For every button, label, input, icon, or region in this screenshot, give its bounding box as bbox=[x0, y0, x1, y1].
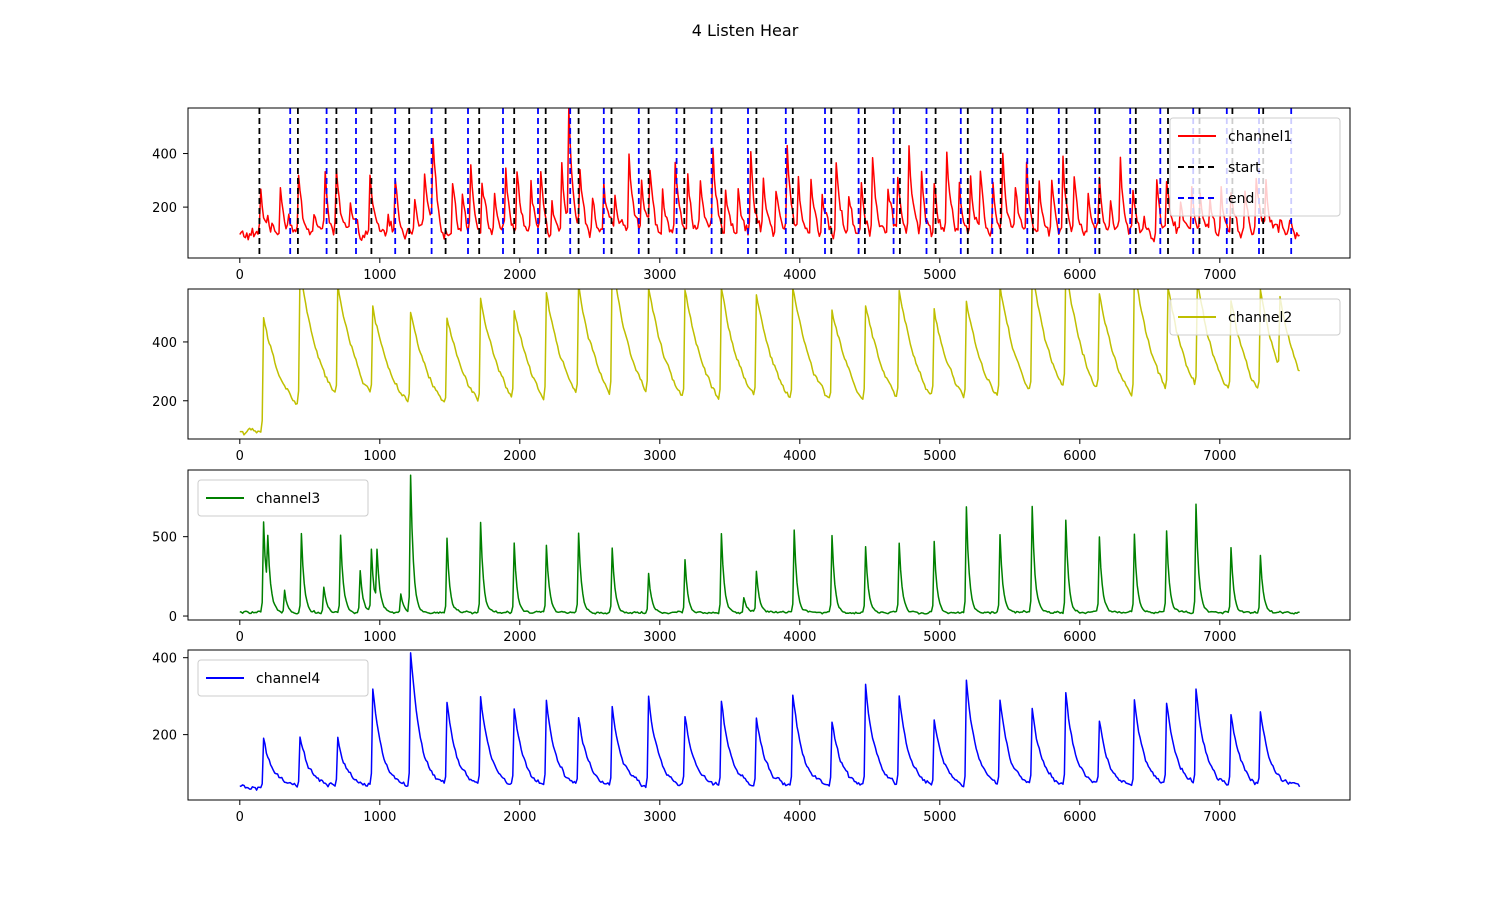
legend-box bbox=[197, 659, 369, 697]
series-line-channel1 bbox=[239, 108, 1300, 243]
legend-box bbox=[1169, 298, 1341, 336]
x-tick-label-2000: 2000 bbox=[503, 810, 536, 825]
series-line-channel2 bbox=[239, 289, 1300, 436]
legend-label-end: end bbox=[1228, 191, 1254, 207]
x-tick-label-4000: 4000 bbox=[783, 449, 816, 464]
plot-content-4 bbox=[239, 652, 1301, 791]
x-tick-label-1000: 1000 bbox=[363, 449, 396, 464]
x-tick-label-6000: 6000 bbox=[1063, 268, 1096, 283]
legend-2: channel2 bbox=[1169, 298, 1341, 336]
plot-area-4 bbox=[188, 650, 1350, 800]
figure-title: 4 Listen Hear bbox=[692, 21, 799, 40]
x-tick-label-4000: 4000 bbox=[783, 630, 816, 645]
x-tick-label-2000: 2000 bbox=[503, 630, 536, 645]
x-tick-label-3000: 3000 bbox=[643, 630, 676, 645]
legend-label-channel4: channel4 bbox=[256, 671, 320, 687]
x-tick-label-6000: 6000 bbox=[1063, 810, 1096, 825]
x-tick-label-0: 0 bbox=[236, 449, 244, 464]
x-tick-label-4000: 4000 bbox=[783, 810, 816, 825]
x-tick-label-1000: 1000 bbox=[363, 630, 396, 645]
axes-frame-2 bbox=[187, 288, 1351, 440]
x-tick-label-2000: 2000 bbox=[503, 449, 536, 464]
y-tick-label-400: 400 bbox=[152, 652, 177, 667]
x-tick-label-1000: 1000 bbox=[363, 268, 396, 283]
legend-box bbox=[1169, 117, 1341, 217]
panel-3: 0 1000 2000 3000 4000 5000 6000 7000 0 500 channel… bbox=[152, 469, 1351, 645]
x-tick-label-3000: 3000 bbox=[643, 268, 676, 283]
x-tick-label-3000: 3000 bbox=[643, 810, 676, 825]
x-tick-label-5000: 5000 bbox=[923, 449, 956, 464]
y-tick-label-500: 500 bbox=[152, 531, 177, 546]
x-tick-label-7000: 7000 bbox=[1203, 268, 1236, 283]
x-tick-label-4000: 4000 bbox=[783, 268, 816, 283]
x-tick-label-1000: 1000 bbox=[363, 810, 396, 825]
x-tick-label-3000: 3000 bbox=[643, 449, 676, 464]
legend-4: channel4 bbox=[197, 659, 369, 697]
x-tick-label-5000: 5000 bbox=[923, 268, 956, 283]
x-tick-label-7000: 7000 bbox=[1203, 449, 1236, 464]
x-tick-label-7000: 7000 bbox=[1203, 630, 1236, 645]
x-tick-label-0: 0 bbox=[236, 810, 244, 825]
axes-frame-1 bbox=[187, 107, 1351, 259]
x-tick-label-5000: 5000 bbox=[923, 810, 956, 825]
x-tick-label-0: 0 bbox=[236, 268, 244, 283]
x-tick-label-2000: 2000 bbox=[503, 268, 536, 283]
legend-label-channel1: channel1 bbox=[1228, 129, 1292, 145]
panels: 0 1000 2000 3000 4000 5000 6000 7000200400chann… bbox=[152, 107, 1351, 825]
y-tick-label-200: 200 bbox=[152, 729, 177, 744]
legend-box bbox=[197, 479, 369, 517]
y-tick-label-400: 400 bbox=[152, 148, 177, 163]
legend-3: channel3 bbox=[197, 479, 369, 517]
x-tick-label-6000: 6000 bbox=[1063, 630, 1096, 645]
x-tick-label-7000: 7000 bbox=[1203, 810, 1236, 825]
series-line-channel3 bbox=[239, 474, 1300, 615]
y-tick-label-200: 200 bbox=[152, 201, 177, 216]
plot-content-3 bbox=[239, 474, 1300, 615]
panel-2: 0 1000 2000 3000 4000 5000 6000 7000 200 400 chann… bbox=[152, 288, 1351, 464]
y-tick-label-200: 200 bbox=[152, 395, 177, 410]
legend-label-start: start bbox=[1228, 160, 1261, 176]
series-line-channel4 bbox=[239, 652, 1301, 791]
y-tick-label-400: 400 bbox=[152, 336, 177, 351]
y-tick-label-0: 0 bbox=[169, 610, 177, 625]
panel-4: 0 1000 2000 3000 4000 5000 6000 7000 200 400 chann… bbox=[152, 649, 1351, 825]
panel-1: 0 1000 2000 3000 4000 5000 6000 7000 200 400 chann… bbox=[152, 107, 1351, 283]
plot-area-3 bbox=[188, 470, 1350, 620]
plot-content-2 bbox=[239, 289, 1300, 436]
legend-1: channel1 start end bbox=[1169, 117, 1341, 217]
x-tick-label-0: 0 bbox=[236, 630, 244, 645]
legend-label-channel2: channel2 bbox=[1228, 310, 1292, 326]
x-tick-label-6000: 6000 bbox=[1063, 449, 1096, 464]
legend-label-channel3: channel3 bbox=[256, 491, 320, 507]
x-tick-label-5000: 5000 bbox=[923, 630, 956, 645]
axes-frame-3 bbox=[187, 469, 1351, 621]
axes-frame-4 bbox=[187, 649, 1351, 801]
